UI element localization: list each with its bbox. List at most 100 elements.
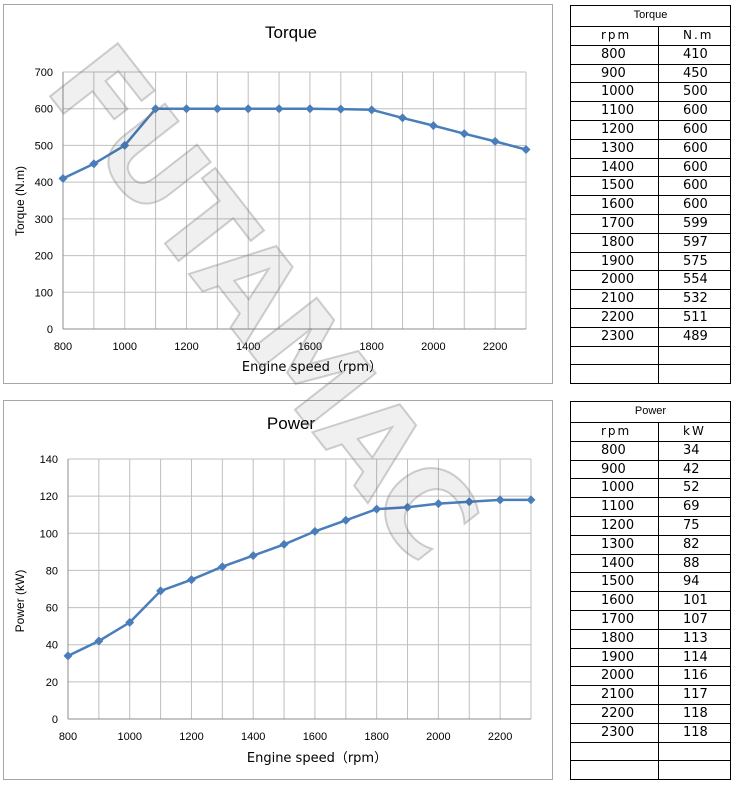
torque-chart-title: Torque <box>265 23 317 42</box>
torque-table-row: 800 410 <box>570 44 731 65</box>
power-data-point <box>341 515 351 525</box>
torque-table-cell-value: 554 <box>658 270 731 291</box>
power-data-point <box>526 495 536 505</box>
torque-table-cell-value: 600 <box>658 138 731 159</box>
power-chart-svg: 0 20 40 60 80 100 120 140 800 1000 1200 1400 1600 180… <box>13 414 536 766</box>
torque-y-tick-label: 500 <box>35 140 53 152</box>
torque-table-cell-rpm: 1800 <box>570 232 659 253</box>
power-y-tick-label: 100 <box>40 528 58 540</box>
torque-x-tick-label: 2000 <box>421 341 445 353</box>
torque-data-point <box>274 104 284 114</box>
power-x-axis-label: Engine speed（rpm） <box>247 751 387 766</box>
torque-x-tick-label: 1600 <box>298 341 322 353</box>
torque-table-cell-value: 450 <box>658 63 731 84</box>
torque-table-cell-rpm: 900 <box>570 63 659 84</box>
power-y-tick-label: 140 <box>40 454 58 466</box>
power-chart-title: Power <box>267 414 316 433</box>
torque-table-row: 1000 500 <box>570 82 731 103</box>
power-table-empty-row <box>570 741 731 762</box>
torque-chart: 0 100 200 300 400 500 600 700 800 1000 1200 1400 160… <box>3 4 553 384</box>
power-table-cell-rpm: 2300 <box>570 722 659 743</box>
torque-table-cell-value: 600 <box>658 157 731 178</box>
torque-table: Torque rpm N.m 800 410 900 450 1000 500 1100 60… <box>570 5 731 385</box>
torque-data-point <box>428 121 438 131</box>
power-table-cell-value: 107 <box>658 609 731 630</box>
power-data-point <box>186 575 196 585</box>
torque-table-row: 900 450 <box>570 63 731 84</box>
torque-table-row: 1100 600 <box>570 101 731 121</box>
torque-table-empty-cell <box>570 364 659 385</box>
torque-table-row: 2100 532 <box>570 289 731 309</box>
torque-table-row: 1400 600 <box>570 157 731 178</box>
torque-x-tick-label: 1200 <box>174 341 198 353</box>
power-y-tick-label: 20 <box>46 677 58 689</box>
torque-table-cell-value: 600 <box>658 176 731 197</box>
power-table-row: 800 34 <box>570 440 731 461</box>
torque-data-point <box>336 104 346 114</box>
power-y-axis-label: Power (kW) <box>13 570 27 633</box>
power-x-tick-label: 1600 <box>303 731 327 743</box>
power-table-row: 1400 88 <box>570 553 731 574</box>
torque-table-header-rpm: rpm <box>570 26 659 46</box>
torque-y-axis-label: Torque (N.m) <box>13 166 27 236</box>
torque-y-tick-label: 100 <box>35 287 53 299</box>
power-table: Power rpm kW 800 34 900 42 1000 52 1100 69 1200 7… <box>570 401 731 781</box>
power-table-row: 1100 69 <box>570 497 731 517</box>
torque-x-tick-label: 1400 <box>236 341 260 353</box>
power-y-tick-label: 0 <box>52 714 58 726</box>
torque-y-tick-label: 200 <box>35 251 53 263</box>
power-table-cell-rpm: 1200 <box>570 515 659 536</box>
torque-table-empty-row <box>570 364 731 385</box>
torque-data-point <box>367 105 377 115</box>
power-data-point <box>248 551 258 561</box>
power-x-tick-label: 1400 <box>241 731 265 743</box>
power-table-row: 2300 118 <box>570 722 731 743</box>
torque-table-empty-cell <box>658 345 731 366</box>
power-table-cell-rpm: 1700 <box>570 609 659 630</box>
power-data-point <box>156 586 166 596</box>
power-table-empty-cell <box>658 760 731 781</box>
torque-table-row: 1500 600 <box>570 176 731 197</box>
power-table-cell-value: 113 <box>658 628 731 649</box>
torque-table-cell-rpm: 1000 <box>570 82 659 103</box>
torque-data-point <box>58 173 68 183</box>
power-table-cell-rpm: 1400 <box>570 553 659 574</box>
power-table-cell-rpm: 1300 <box>570 534 659 555</box>
power-table-cell-value: 69 <box>658 497 731 517</box>
torque-table-row: 1200 600 <box>570 119 731 140</box>
power-data-point <box>125 617 135 627</box>
torque-table-row: 2300 489 <box>570 326 731 347</box>
power-table-cell-value: 116 <box>658 666 731 687</box>
torque-series-line <box>62 107 527 180</box>
torque-data-point <box>243 104 253 114</box>
power-table-cell-value: 101 <box>658 591 731 611</box>
torque-table-cell-rpm: 1200 <box>570 119 659 140</box>
power-y-tick-label: 40 <box>46 640 58 652</box>
power-table-cell-rpm: 900 <box>570 459 659 480</box>
torque-table-cell-rpm: 2200 <box>570 307 659 328</box>
power-chart: 0 20 40 60 80 100 120 140 800 1000 1200 1400 1600 180… <box>3 400 553 780</box>
torque-table-title: Torque <box>570 5 731 27</box>
torque-table-cell-value: 575 <box>658 251 731 272</box>
power-table-header-rpm: rpm <box>570 422 659 442</box>
torque-y-tick-label: 700 <box>35 67 53 79</box>
torque-table-cell-rpm: 2000 <box>570 270 659 291</box>
power-table-cell-rpm: 1100 <box>570 497 659 517</box>
power-table-empty-cell <box>658 741 731 762</box>
power-table-cell-rpm: 1500 <box>570 572 659 593</box>
torque-table-cell-value: 410 <box>658 44 731 65</box>
power-table-cell-value: 34 <box>658 440 731 461</box>
torque-table-cell-value: 600 <box>658 195 731 215</box>
power-y-tick-label: 80 <box>46 565 58 577</box>
torque-table-row: 1800 597 <box>570 232 731 253</box>
power-table-row: 1500 94 <box>570 572 731 593</box>
power-table-empty-cell <box>570 760 659 781</box>
power-table-row: 1200 75 <box>570 515 731 536</box>
power-table-cell-rpm: 2100 <box>570 685 659 705</box>
torque-table-row: 2200 511 <box>570 307 731 328</box>
power-table-body: 800 34 900 42 1000 52 1100 69 1200 75 1300 82 1400 88… <box>570 440 731 781</box>
power-table-cell-rpm: 1000 <box>570 478 659 499</box>
power-y-tick-label: 60 <box>46 603 58 615</box>
torque-chart-svg: 0 100 200 300 400 500 600 700 800 1000 1200 1400 160… <box>13 23 531 375</box>
power-data-point <box>464 497 474 507</box>
